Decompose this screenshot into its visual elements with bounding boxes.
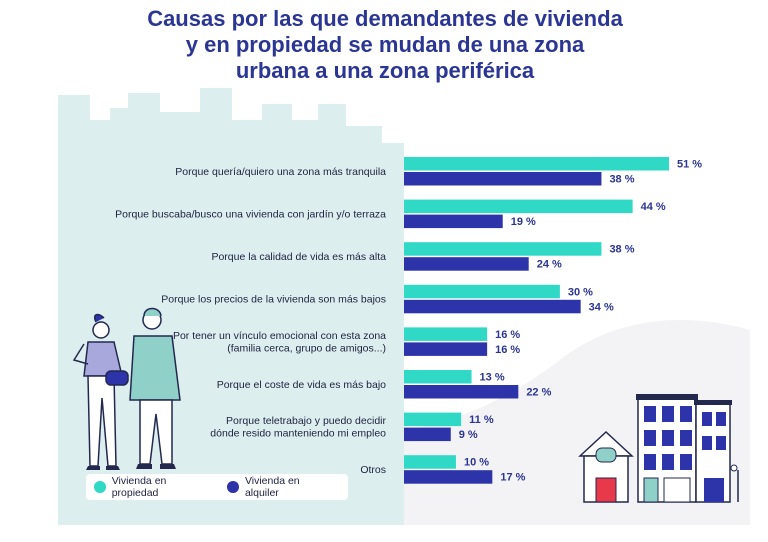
- legend-swatch-alquiler: [227, 481, 239, 493]
- bar-alquiler: [404, 342, 488, 356]
- data-label: 38 %: [609, 244, 634, 256]
- buildings-illustration: [578, 394, 739, 503]
- category-label: Por tener un vínculo emocional con esta …: [173, 330, 386, 355]
- category-label: Porque la calidad de vida es más alta: [211, 251, 386, 263]
- bar-propiedad: [404, 199, 633, 214]
- data-label: 24 %: [537, 259, 562, 271]
- data-label: 38 %: [609, 174, 634, 186]
- data-label: 11 %: [469, 414, 494, 426]
- data-label: 30 %: [568, 286, 593, 298]
- category-label: Porque teletrabajo y puedo decidir dónde …: [210, 415, 386, 440]
- title-line: Causas por las que demandantes de vivien…: [147, 6, 623, 31]
- category-label: Porque quería/quiero una zona más tranqu…: [175, 166, 386, 178]
- data-label: 10 %: [464, 457, 489, 469]
- legend-label-propiedad: Vivienda en propiedad: [111, 475, 167, 499]
- bar-alquiler: [404, 427, 451, 442]
- chart-title: Causas por las que demandantes de vivien…: [90, 6, 680, 84]
- bar-alquiler: [404, 470, 493, 484]
- bar-propiedad: [404, 327, 488, 341]
- legend-item-propiedad: Vivienda en propiedad: [94, 475, 213, 499]
- title-line: urbana a una zona periférica: [235, 58, 535, 83]
- bar-alquiler: [404, 299, 581, 314]
- bar-alquiler: [404, 385, 519, 399]
- bar-alquiler: [404, 214, 503, 229]
- data-label: 34 %: [589, 301, 614, 313]
- legend-label-alquiler: Vivienda en alquiler: [244, 475, 300, 499]
- bar-propiedad: [404, 242, 602, 256]
- category-label: Porque los precios de la vivienda son má…: [161, 294, 386, 306]
- legend-swatch-propiedad: [94, 481, 106, 493]
- category-label: Porque buscaba/busco una vivienda con ja…: [115, 208, 386, 220]
- bar-propiedad: [404, 412, 462, 427]
- data-label: 44 %: [641, 201, 666, 213]
- bar-propiedad: [404, 370, 472, 384]
- data-label: 19 %: [511, 216, 536, 228]
- bar-propiedad: [404, 455, 456, 469]
- data-label: 22 %: [526, 387, 551, 399]
- bar-alquiler: [404, 257, 529, 271]
- bar-propiedad: [404, 284, 560, 299]
- people-illustration: [72, 307, 181, 470]
- title-line: y en propiedad se mudan de una zona: [185, 32, 585, 57]
- data-label: 9 %: [459, 429, 478, 441]
- data-label: 13 %: [480, 372, 505, 384]
- legend: Vivienda en propiedad Vivienda en alquil…: [86, 474, 348, 500]
- bar-alquiler: [404, 172, 602, 186]
- data-label: 51 %: [677, 159, 702, 171]
- category-label: Porque el coste de vida es más bajo: [217, 379, 386, 391]
- category-label: Otros: [360, 464, 386, 476]
- data-label: 17 %: [500, 472, 525, 484]
- data-label: 16 %: [495, 344, 520, 356]
- data-label: 16 %: [495, 329, 520, 341]
- legend-item-alquiler: Vivienda en alquiler: [227, 475, 334, 499]
- bar-propiedad: [404, 157, 669, 171]
